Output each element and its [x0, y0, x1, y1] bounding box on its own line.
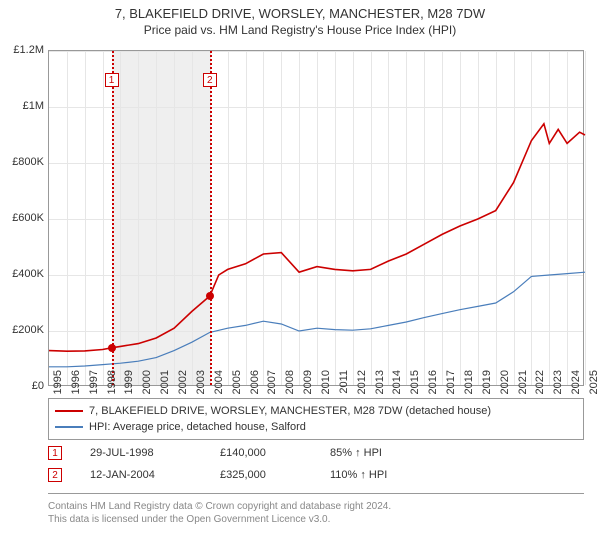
sale-pct-hpi: 110% ↑ HPI	[330, 469, 470, 481]
sale-date: 12-JAN-2004	[90, 469, 220, 481]
sale-dot	[206, 292, 214, 300]
sale-dot	[108, 344, 116, 352]
sale-dashline	[112, 51, 114, 385]
legend-item: HPI: Average price, detached house, Salf…	[55, 419, 577, 435]
y-axis-label: £200K	[0, 324, 44, 336]
plot-region: 12	[48, 50, 584, 386]
sales-table: 1 29-JUL-1998£140,00085% ↑ HPI 2 12-JAN-200…	[48, 442, 584, 486]
sale-marker-box: 1	[48, 446, 62, 460]
title-main: 7, BLAKEFIELD DRIVE, WORSLEY, MANCHESTER…	[0, 6, 600, 21]
sale-pct-hpi: 85% ↑ HPI	[330, 447, 470, 459]
y-axis-label: £1M	[0, 100, 44, 112]
table-row: 2 12-JAN-2004£325,000110% ↑ HPI	[48, 464, 584, 486]
legend: 7, BLAKEFIELD DRIVE, WORSLEY, MANCHESTER…	[48, 398, 584, 440]
y-axis-label: £0	[0, 380, 44, 392]
legend-swatch	[55, 410, 83, 412]
sale-price: £140,000	[220, 447, 330, 459]
title-sub: Price paid vs. HM Land Registry's House …	[0, 23, 600, 37]
y-axis-label: £400K	[0, 268, 44, 280]
chart-container: 7, BLAKEFIELD DRIVE, WORSLEY, MANCHESTER…	[0, 0, 600, 560]
legend-swatch	[55, 426, 83, 428]
footnote-line: This data is licensed under the Open Gov…	[48, 513, 584, 526]
chart-area: 12 £0£200K£400K£600K£800K£1M£1.2M1995199…	[48, 50, 584, 386]
footnote: Contains HM Land Registry data © Crown c…	[48, 500, 584, 526]
sale-marker-box: 2	[48, 468, 62, 482]
sale-date: 29-JUL-1998	[90, 447, 220, 459]
series-line	[49, 272, 585, 367]
legend-label: 7, BLAKEFIELD DRIVE, WORSLEY, MANCHESTER…	[89, 405, 491, 417]
y-axis-label: £800K	[0, 156, 44, 168]
table-row: 1 29-JUL-1998£140,00085% ↑ HPI	[48, 442, 584, 464]
sale-marker-box: 2	[203, 73, 217, 87]
title-block: 7, BLAKEFIELD DRIVE, WORSLEY, MANCHESTER…	[0, 0, 600, 39]
y-axis-label: £600K	[0, 212, 44, 224]
sale-dashline	[210, 51, 212, 385]
x-axis-label: 2025	[588, 370, 600, 410]
sale-price: £325,000	[220, 469, 330, 481]
footnote-line: Contains HM Land Registry data © Crown c…	[48, 500, 584, 513]
line-layer	[49, 51, 585, 387]
legend-label: HPI: Average price, detached house, Salf…	[89, 421, 306, 433]
sale-marker-box: 1	[105, 73, 119, 87]
series-line	[49, 124, 585, 351]
divider	[48, 493, 584, 494]
legend-item: 7, BLAKEFIELD DRIVE, WORSLEY, MANCHESTER…	[55, 403, 577, 419]
y-axis-label: £1.2M	[0, 44, 44, 56]
gridline-v	[585, 51, 586, 385]
